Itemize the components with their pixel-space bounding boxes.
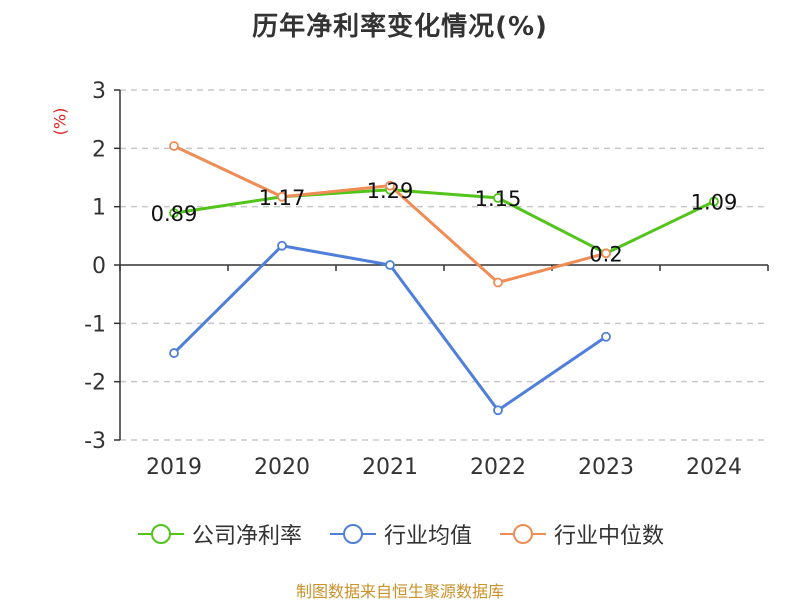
data-point-1: [277, 240, 287, 251]
legend: 公司净利率 行业均值 行业中位数: [0, 518, 800, 550]
y-tick-label: 2: [92, 137, 106, 162]
data-point-0: [169, 208, 179, 218]
series-line-0: [173, 188, 715, 255]
data-label: 1.17: [259, 186, 306, 210]
y-tick-label: -2: [84, 371, 106, 396]
data-point-2: [169, 141, 179, 151]
legend-item-industry-mean[interactable]: 行业均值: [328, 518, 472, 550]
y-tick-label: -3: [84, 429, 106, 454]
data-label: 1.09: [691, 190, 738, 214]
data-point-1: [601, 331, 611, 342]
legend-marker-industry-median: [500, 524, 546, 544]
x-tick-label: 2022: [470, 455, 526, 480]
data-point-0: [709, 196, 719, 207]
data-point-1: [493, 405, 503, 416]
y-tick-label: 0: [92, 254, 106, 279]
legend-label-industry-median: 行业中位数: [554, 524, 665, 549]
data-point-0: [493, 193, 503, 203]
legend-marker-industry-mean: [329, 524, 376, 544]
data-label: 1.15: [475, 187, 522, 211]
data-point-2: [277, 191, 287, 202]
data-point-2: [493, 277, 503, 288]
x-tick-label: 2019: [146, 455, 202, 480]
data-source-note: 制图数据来自恒生聚源数据库: [295, 582, 504, 601]
data-label: 1.29: [367, 179, 414, 203]
data-point-1: [385, 260, 395, 270]
legend-label-industry-mean: 行业均值: [383, 524, 472, 549]
legend-item-industry-median[interactable]: 行业中位数: [498, 518, 664, 550]
chart-title: 历年净利率变化情况(%): [252, 12, 548, 42]
data-label: 0.2: [589, 242, 622, 266]
y-tick-label: 1: [92, 196, 106, 221]
legend-marker-company: [137, 524, 184, 544]
x-tick-label: 2021: [362, 455, 418, 480]
legend-label-company: 公司净利率: [191, 524, 302, 549]
x-tick-label: 2020: [254, 455, 310, 480]
data-point-1: [169, 348, 179, 358]
x-tick-label: 2024: [686, 455, 742, 480]
data-point-2: [385, 180, 395, 191]
y-tick-label: 3: [92, 79, 106, 104]
legend-item-company[interactable]: 公司净利率: [136, 518, 302, 550]
x-tick-label: 2023: [578, 455, 634, 480]
data-point-2: [601, 248, 611, 259]
y-tick-label: -1: [84, 312, 106, 337]
data-label: 0.89: [151, 202, 198, 226]
